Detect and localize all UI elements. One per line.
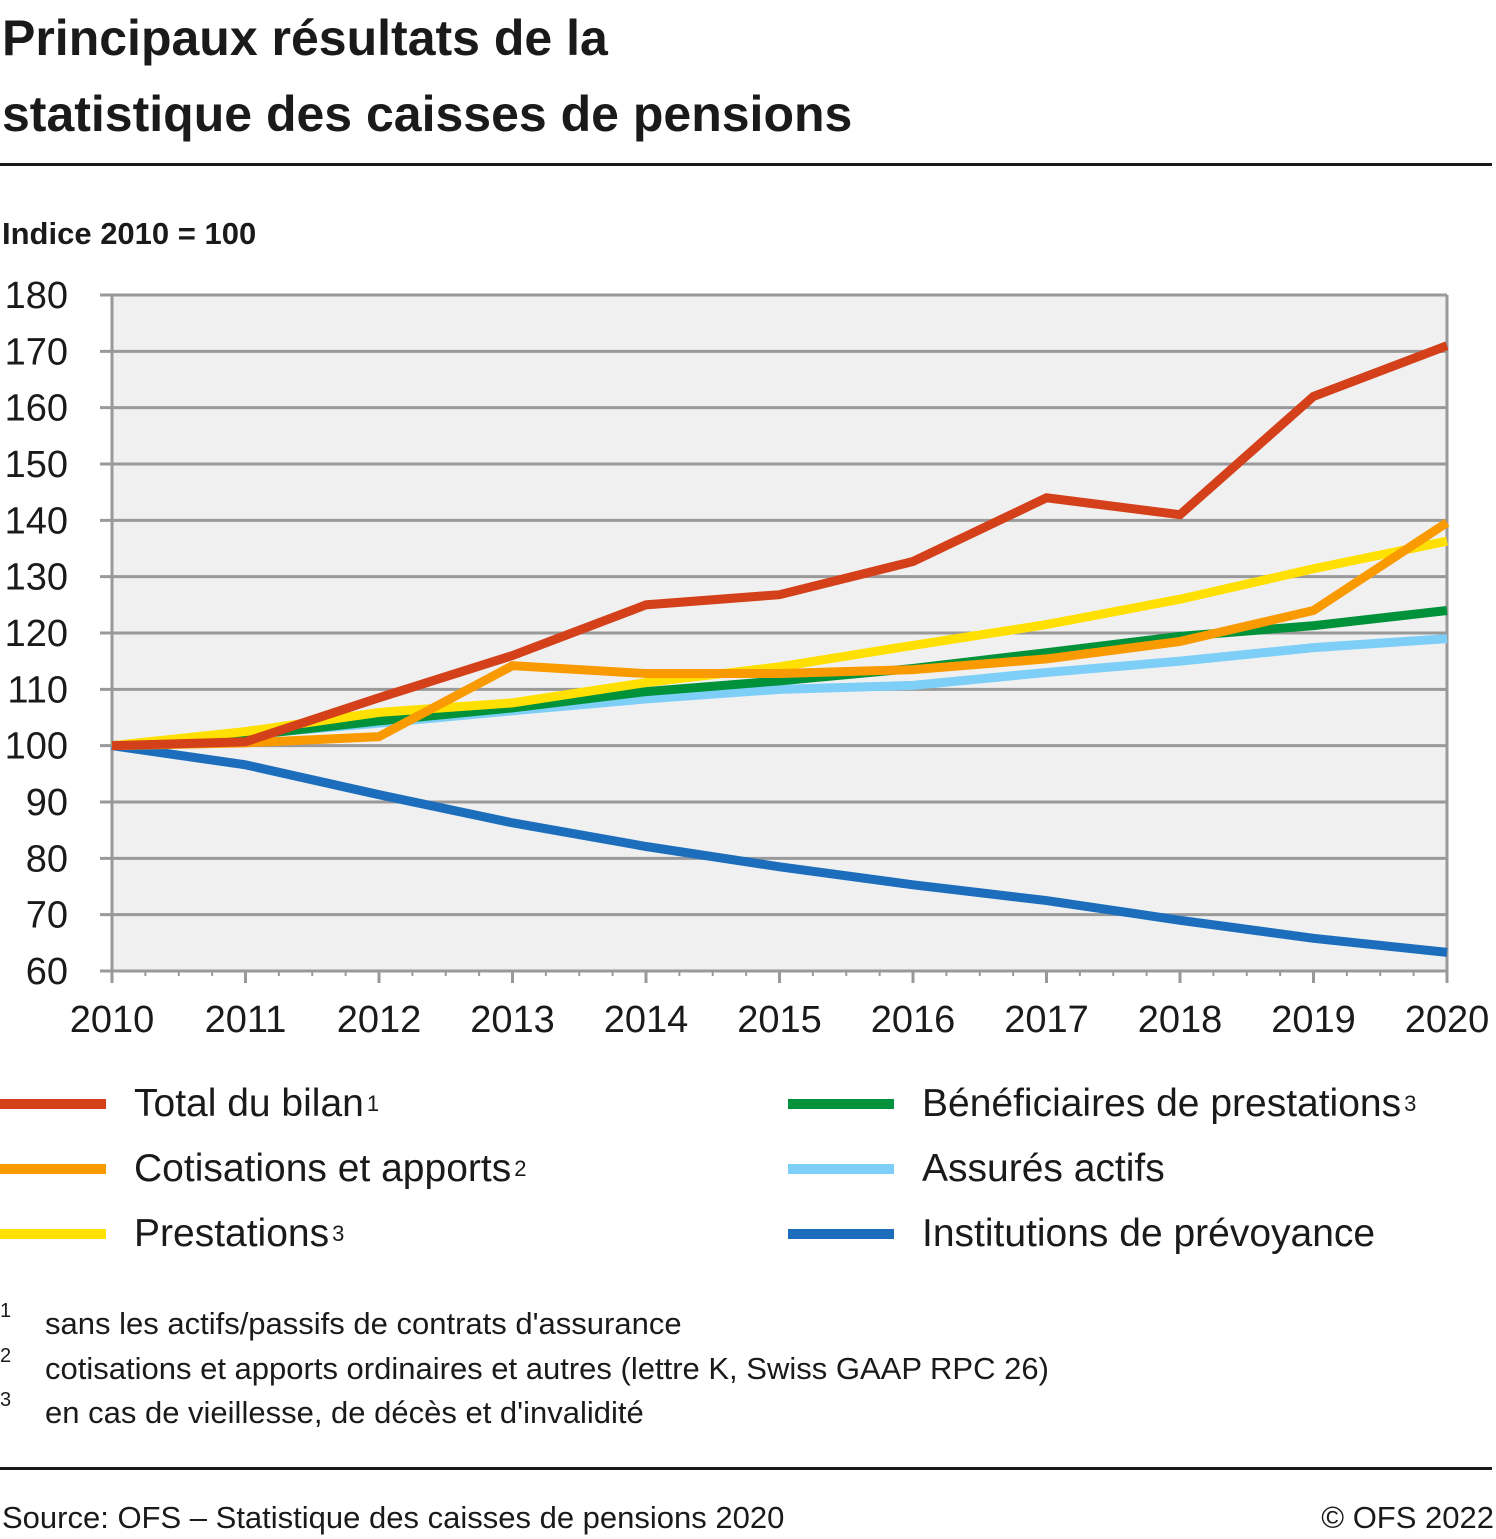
x-tick-label: 2017	[1004, 999, 1089, 1041]
footnote-text: cotisations et apports ordinaires et aut…	[45, 1350, 1049, 1386]
legend-label: Institutions de prévoyance	[922, 1212, 1376, 1255]
legend-swatch	[788, 1229, 894, 1239]
series-line-6	[111, 741, 1448, 957]
x-tick-label: 2020	[1405, 999, 1490, 1041]
bottom-divider	[0, 1467, 1492, 1470]
x-tick-label: 2014	[604, 999, 689, 1041]
title-line-2: statistique des caisses de pensions	[2, 86, 853, 142]
legend-label: Prestations	[134, 1212, 330, 1255]
y-tick-label: 160	[5, 388, 68, 430]
legend-item: Assurés actifs	[788, 1147, 1165, 1191]
legend-item: Cotisations et apports 2	[0, 1147, 526, 1191]
legend-swatch	[788, 1099, 894, 1109]
y-tick-label: 150	[5, 444, 68, 486]
x-tick-label: 2010	[70, 999, 155, 1041]
y-tick-label: 120	[5, 613, 68, 655]
plot-area: 60 70 80 90 100 110 120 130 140 150 160 170 180 2010 2…	[5, 275, 1490, 1041]
footnote-ref: 3	[1404, 1091, 1417, 1116]
footnote-ref: 2	[514, 1156, 527, 1181]
series-line-1	[111, 341, 1449, 751]
y-tick-label: 60	[26, 951, 68, 993]
x-tick-label: 2019	[1271, 999, 1356, 1041]
legend-swatch	[0, 1229, 106, 1239]
x-tick-label: 2013	[470, 999, 555, 1041]
footnote: 1 sans les actifs/passifs de contrats d'a…	[0, 1300, 682, 1342]
x-tick-label: 2012	[337, 999, 422, 1041]
legend-item: Prestations 3	[0, 1212, 344, 1256]
footnote-text: en cas de vieillesse, de décès et d'inva…	[45, 1395, 644, 1430]
y-tick-label: 180	[5, 275, 68, 317]
y-tick-label: 110	[7, 669, 68, 711]
y-tick-label: 170	[5, 331, 68, 373]
series-line-3	[111, 536, 1448, 751]
footnote-text: sans les actifs/passifs de contrats d'as…	[45, 1306, 682, 1341]
footnote: 3 en cas de vieillesse, de décès et d'inv…	[0, 1389, 644, 1431]
footnote: 2 cotisations et apports ordinaires et au…	[0, 1345, 1049, 1387]
legend-item: Bénéficiaires de prestations 3	[788, 1082, 1416, 1126]
y-tick-label: 90	[26, 782, 68, 824]
source-note: Source: OFS – Statistique des caisses de…	[2, 1500, 785, 1535]
x-tick-label: 2015	[737, 999, 822, 1041]
legend-label: Total du bilan	[134, 1082, 364, 1125]
x-tick-label: 2018	[1138, 999, 1223, 1041]
legend-label: Bénéficiaires de prestations	[922, 1082, 1402, 1125]
y-tick-label: 130	[5, 557, 68, 599]
y-axis-label: Indice 2010 = 100	[2, 216, 257, 251]
legend-swatch	[0, 1099, 106, 1109]
footnote-ref: 3	[332, 1221, 345, 1246]
y-tick-label: 80	[26, 838, 68, 880]
legend-swatch	[788, 1164, 894, 1174]
x-tick-label: 2016	[871, 999, 956, 1041]
legend-swatch	[0, 1164, 106, 1174]
footnote-ref: 1	[366, 1091, 380, 1116]
legend-item: Total du bilan 1	[0, 1082, 379, 1126]
legend-label: Assurés actifs	[922, 1147, 1165, 1190]
copyright: © OFS 2022	[1321, 1500, 1494, 1535]
footnote-mark: 3	[0, 1389, 12, 1411]
y-tick-label: 140	[5, 500, 68, 542]
x-tick-label: 2011	[205, 999, 287, 1041]
chart-title: Principaux résultats de la statistique de…	[2, 0, 852, 152]
top-divider	[0, 163, 1492, 166]
legend-item: Institutions de prévoyance	[788, 1212, 1375, 1256]
y-tick-label: 100	[5, 726, 68, 768]
y-tick-label: 70	[26, 895, 68, 937]
title-line-1: Principaux résultats de la	[2, 10, 608, 66]
footnote-mark: 1	[0, 1300, 12, 1322]
footnote-mark: 2	[0, 1344, 12, 1367]
series-line-2	[111, 518, 1450, 751]
legend-label: Cotisations et apports	[134, 1147, 512, 1190]
